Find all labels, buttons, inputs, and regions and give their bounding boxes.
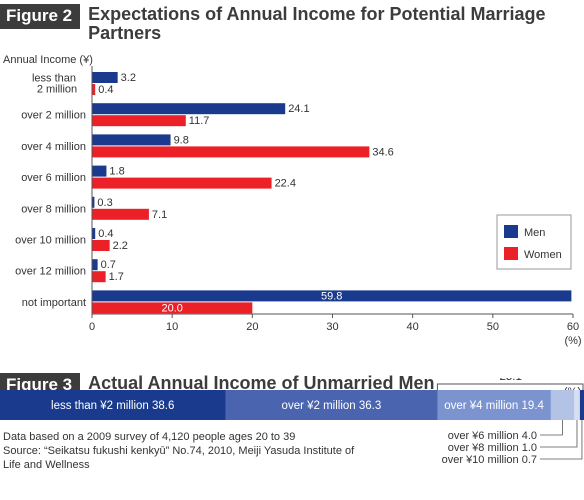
legend-swatch-women [504, 247, 518, 260]
bar-women [92, 84, 96, 95]
value-label-women: 2.2 [113, 240, 128, 252]
category-label: over 8 million [21, 203, 86, 215]
category-label-line: less than [32, 73, 76, 85]
x-tick-label: 0 [89, 321, 95, 333]
footnote-source: Source: “Seikatsu fukushi kenkyū” No.74,… [3, 445, 355, 457]
y-axis-title: Annual Income (¥) [3, 54, 93, 66]
value-label-women: 11.7 [189, 115, 210, 127]
value-label-men: 0.7 [101, 259, 116, 271]
value-label-men: 59.8 [321, 290, 342, 302]
figure2-title: Expectations of Annual Income for Potent… [88, 4, 546, 43]
category-label: not important [22, 297, 86, 309]
segment-2 [437, 390, 552, 420]
leader-line [540, 420, 578, 448]
bar-women [92, 208, 149, 220]
category-label: over 6 million [21, 172, 86, 184]
value-label-men: 9.8 [174, 134, 189, 146]
category-label: over 12 million [15, 266, 86, 278]
segment-3 [550, 390, 575, 420]
figure2-header: Figure 2 Expectations of Annual Income f… [0, 4, 558, 43]
leader-label: over ¥6 million 4.0 [448, 430, 537, 442]
category-label-line: 2 million [37, 84, 77, 96]
bar-men [92, 72, 118, 83]
category-label: less than 2 million [32, 73, 77, 96]
value-label-men: 24.1 [288, 103, 309, 115]
value-label-women: 0.4 [98, 84, 113, 96]
bar-women [92, 302, 253, 314]
bar-men [92, 103, 286, 115]
leader-line [540, 420, 563, 436]
value-label-women: 1.7 [109, 271, 124, 283]
segment-4 [574, 390, 581, 420]
leader-line [540, 420, 583, 460]
x-tick-label: 10 [166, 321, 178, 333]
x-tick-label: 30 [326, 321, 338, 333]
bracket-label: 25.1 [500, 378, 522, 383]
segment-1 [225, 390, 438, 420]
x-tick-label: 20 [246, 321, 258, 333]
value-label-men: 0.4 [98, 228, 113, 240]
segment-label: over ¥2 million 36.3 [282, 400, 382, 412]
bar-women [92, 271, 106, 283]
x-axis-unit: (%) [564, 335, 581, 347]
bar-women [92, 240, 110, 251]
category-label: over 10 million [15, 235, 86, 247]
bracket-line [436, 383, 584, 390]
legend-swatch-men [504, 225, 518, 238]
bar-men [92, 228, 96, 239]
legend-label-men: Men [524, 227, 545, 239]
value-label-women: 7.1 [152, 209, 167, 221]
figure2-badge: Figure 2 [0, 4, 81, 29]
leader-label: over ¥10 million 0.7 [442, 454, 537, 466]
bar-men [92, 196, 95, 208]
value-label-men: 1.8 [109, 166, 124, 178]
segment-0 [0, 390, 226, 420]
x-tick-label: 60 [567, 321, 579, 333]
bar-men [92, 165, 107, 177]
x-tick-label: 40 [407, 321, 419, 333]
bar-men [92, 259, 98, 271]
segment-5 [579, 390, 584, 420]
segment-label: less than ¥2 million 38.6 [51, 400, 174, 412]
footnote-source-cont: Life and Wellness [3, 459, 90, 471]
footnote-data: Data based on a 2009 survey of 4,120 peo… [3, 431, 296, 443]
value-label-women: 22.4 [275, 178, 296, 190]
bar-women [92, 146, 370, 158]
value-label-women: 34.6 [372, 146, 393, 158]
bar-men [92, 134, 171, 146]
value-label-women: 20.0 [161, 302, 182, 314]
segment-label: over ¥4 million 19.4 [444, 400, 544, 412]
x-tick-label: 50 [487, 321, 499, 333]
income-expectations-chart: Annual Income (¥) less than 2 million 3.2 0.… [3, 54, 582, 347]
value-label-men: 0.3 [97, 197, 112, 209]
legend-label-women: Women [524, 249, 562, 261]
bar-women [92, 177, 272, 189]
figure3-title: Actual Annual Income of Unmarried Men [88, 373, 435, 393]
category-label: over 2 million [21, 110, 86, 122]
bar-men [92, 290, 572, 302]
category-label: over 4 million [21, 141, 86, 153]
leader-label: over ¥8 million 1.0 [448, 442, 537, 454]
value-label-men: 3.2 [121, 72, 136, 84]
bar-women [92, 115, 186, 127]
